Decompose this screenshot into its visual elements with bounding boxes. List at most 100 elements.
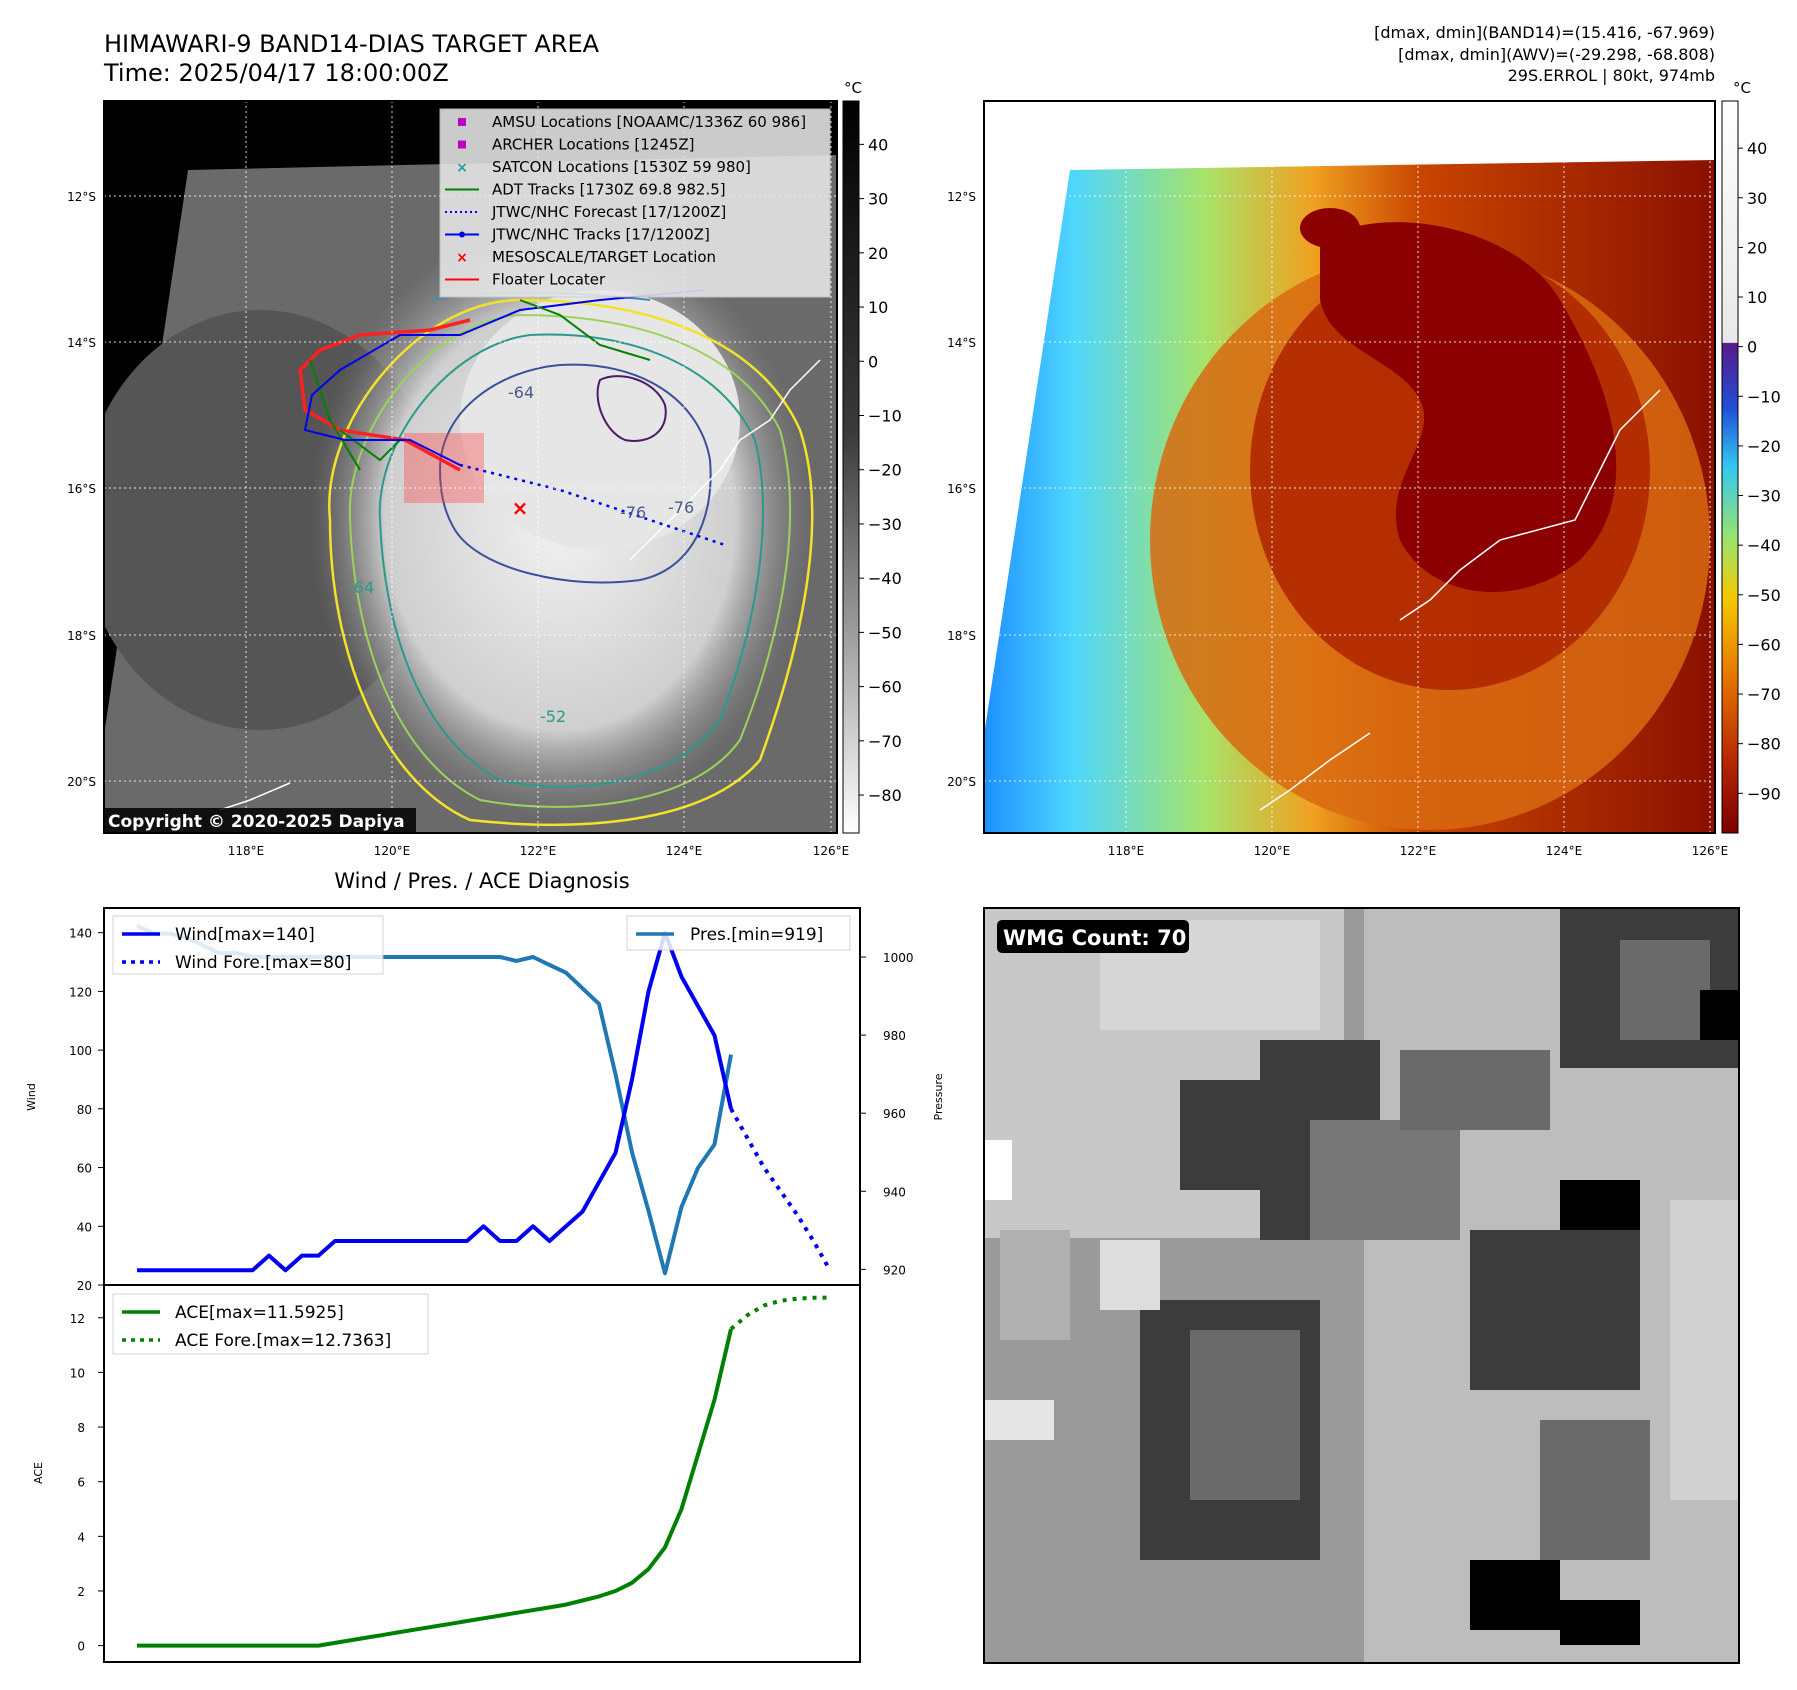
ace-chart: ACE 0 2 4 6 8 10 12 ACE[max=11.5925] ACE Fore.… xyxy=(32,1284,861,1663)
lat-label: 16°S xyxy=(947,482,976,496)
colorbar-tick-label: −10 xyxy=(868,406,902,425)
colorbar-tick-label: 10 xyxy=(1747,288,1767,307)
cold-core xyxy=(1320,222,1617,593)
legend-label: AMSU Locations [NOAAMC/1336Z 60 986] xyxy=(492,113,806,131)
colorbar-tick-label: −80 xyxy=(868,786,902,805)
lon-label: 120°E xyxy=(374,844,411,858)
colorbar-tick-label: −40 xyxy=(868,569,902,588)
ace-tick-label: 2 xyxy=(77,1585,85,1599)
legend-pressure: Pres.[min=919] xyxy=(690,925,823,945)
floater-track xyxy=(298,318,471,472)
lon-label: 126°E xyxy=(813,844,850,858)
pressure-axis-label: Pressure xyxy=(932,1073,945,1120)
legend-label: ADT Tracks [1730Z 69.8 982.5] xyxy=(492,181,726,199)
map-legend: AMSU Locations [NOAAMC/1336Z 60 986] ARCH… xyxy=(439,108,831,298)
ace-tick-label: 8 xyxy=(77,1421,85,1435)
lat-label: 18°S xyxy=(67,629,96,643)
panel-a-lon-labels: 118°E 120°E 122°E 124°E 126°E xyxy=(228,844,850,858)
wind-legend: Wind[max=140] Wind Fore.[max=80] xyxy=(112,915,384,975)
lon-label: 120°E xyxy=(1254,844,1291,858)
lat-label: 14°S xyxy=(67,336,96,350)
contour-label: -64 xyxy=(348,578,374,597)
coastline xyxy=(1259,389,1661,811)
colorbar-tick-label: 40 xyxy=(1747,139,1767,158)
colorbar-unit: °C xyxy=(844,79,862,97)
wind-tick-label: 100 xyxy=(69,1044,92,1058)
legend-label: JTWC/NHC Forecast [17/1200Z] xyxy=(491,203,726,221)
panel-b-map xyxy=(983,100,1716,834)
legend-marker-dot xyxy=(459,231,465,238)
jtwc-track xyxy=(303,289,706,466)
wind-tick-label: 20 xyxy=(77,1279,92,1293)
colorbar-color: °C 40 30 20 10 0 −10 −20 −30 −40 −50 −60 −70 −80 −90 xyxy=(1721,79,1781,834)
panel-a-lat-labels: 12°S 14°S 16°S 18°S 20°S xyxy=(67,190,96,789)
map-grid xyxy=(984,101,1715,833)
colorbar-tick-label: −20 xyxy=(1747,437,1781,456)
info-line-3: 29S.ERROL | 80kt, 974mb xyxy=(1508,66,1715,85)
colorbar-tick-label: 30 xyxy=(868,190,888,209)
legend-marker-square xyxy=(458,140,466,149)
lon-label: 126°E xyxy=(1692,844,1729,858)
colorbar-tick-label: −70 xyxy=(1747,685,1781,704)
colorbar-unit: °C xyxy=(1733,79,1751,97)
wind-axis-label: Wind xyxy=(25,1083,38,1111)
lat-label: 20°S xyxy=(67,775,96,789)
coastline xyxy=(219,359,821,811)
legend-label: ARCHER Locations [1245Z] xyxy=(492,136,695,154)
colorbar-tick-label: −20 xyxy=(868,461,902,480)
wind-tick-label: 80 xyxy=(77,1103,92,1117)
colorbar-tick-label: 20 xyxy=(868,244,888,263)
colorbar-gray: °C 40 30 20 10 0 −10 −20 −30 −40 −50 −60 −70 −80 xyxy=(842,79,902,834)
ace-tick-label: 4 xyxy=(77,1530,85,1544)
ace-forecast-line xyxy=(729,1295,831,1331)
copyright-text: Copyright © 2020-2025 Dapiya xyxy=(108,812,405,832)
wmg-panel: WMG Count: 70 xyxy=(983,907,1740,1664)
colorbar-tick-label: −50 xyxy=(868,623,902,642)
colorbar-tick-label: −30 xyxy=(1747,487,1781,506)
pressure-tick-label: 980 xyxy=(883,1029,906,1043)
contour-label: -76 xyxy=(668,498,694,517)
legend-wind: Wind[max=140] xyxy=(175,925,315,945)
colorbar-tick-label: −60 xyxy=(868,678,902,697)
lat-label: 12°S xyxy=(67,190,96,204)
info-line-1: [dmax, dmin](BAND14)=(15.416, -67.969) xyxy=(1374,23,1715,42)
colorbar-tick-label: 30 xyxy=(1747,189,1767,208)
wind-tick-label: 60 xyxy=(77,1162,92,1176)
wind-tick-label: 120 xyxy=(69,985,92,999)
legend-ace-forecast: ACE Fore.[max=12.7363] xyxy=(175,1331,391,1351)
legend-wind-forecast: Wind Fore.[max=80] xyxy=(175,953,351,973)
diagnosis-title: Wind / Pres. / ACE Diagnosis xyxy=(334,869,629,893)
legend-ace: ACE[max=11.5925] xyxy=(175,1303,344,1323)
contour-label: -52 xyxy=(540,707,566,726)
legend-label: JTWC/NHC Tracks [17/1200Z] xyxy=(491,226,710,244)
ace-legend: ACE[max=11.5925] ACE Fore.[max=12.7363] xyxy=(112,1293,429,1355)
colorbar-tick-label: −90 xyxy=(1747,784,1781,803)
lon-label: 118°E xyxy=(228,844,265,858)
contour-label: -64 xyxy=(508,383,534,402)
legend-label: MESOSCALE/TARGET Location xyxy=(492,248,716,266)
lat-label: 18°S xyxy=(947,629,976,643)
wind-pressure-chart: Wind Pressure 20 40 60 80 100 120 140 920 940 96… xyxy=(25,907,945,1293)
colorbar-tick-label: 20 xyxy=(1747,238,1767,257)
wmg-count-label: WMG Count: 70 xyxy=(1003,926,1186,950)
pressure-tick-label: 1000 xyxy=(883,951,914,965)
legend-label: Floater Locater xyxy=(492,271,606,289)
colorbar-tick-label: 10 xyxy=(868,298,888,317)
panel-b-lat-labels: 12°S 14°S 16°S 18°S 20°S xyxy=(947,190,976,789)
ace-tick-label: 10 xyxy=(70,1366,85,1380)
colorbar-tick-label: −80 xyxy=(1747,735,1781,754)
pressure-tick-label: 960 xyxy=(883,1107,906,1121)
colorbar-tick-label: 0 xyxy=(1747,338,1757,357)
wind-line xyxy=(137,930,733,1273)
figure-time: Time: 2025/04/17 18:00:00Z xyxy=(103,59,449,87)
colorbar-tick-label: −40 xyxy=(1747,536,1781,555)
colorbar-tick-label: 0 xyxy=(868,352,878,371)
ace-tick-label: 12 xyxy=(70,1312,85,1326)
lat-label: 20°S xyxy=(947,775,976,789)
lon-label: 124°E xyxy=(1546,844,1583,858)
lat-label: 16°S xyxy=(67,482,96,496)
pressure-legend: Pres.[min=919] xyxy=(626,915,851,951)
legend-marker-square xyxy=(458,118,466,126)
wind-tick-label: 140 xyxy=(69,927,92,941)
